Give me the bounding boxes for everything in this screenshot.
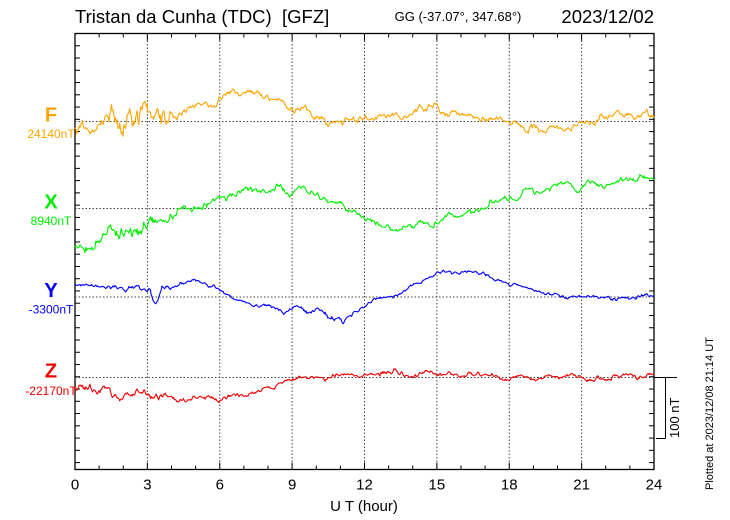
svg-text:9: 9 xyxy=(288,477,296,494)
svg-text:24: 24 xyxy=(646,477,663,494)
svg-text:Y: Y xyxy=(44,280,58,302)
svg-text:21: 21 xyxy=(573,477,590,494)
svg-text:U T (hour): U T (hour) xyxy=(330,498,398,515)
svg-text:-3300nT: -3300nT xyxy=(29,303,74,317)
svg-text:3: 3 xyxy=(143,477,151,494)
svg-text:Z: Z xyxy=(45,361,57,383)
svg-text:100 nT: 100 nT xyxy=(667,397,682,438)
svg-text:15: 15 xyxy=(429,477,446,494)
svg-text:12: 12 xyxy=(356,477,373,494)
svg-text:0: 0 xyxy=(71,477,79,494)
svg-text:Tristan da Cunha (TDC) [GFZ]: Tristan da Cunha (TDC) [GFZ] xyxy=(75,6,329,27)
svg-text:24140nT: 24140nT xyxy=(27,127,75,141)
svg-text:6: 6 xyxy=(216,477,224,494)
svg-text:8940nT: 8940nT xyxy=(31,214,72,228)
svg-text:-22170nT: -22170nT xyxy=(25,384,77,398)
svg-text:F: F xyxy=(45,105,57,127)
svg-text:X: X xyxy=(44,192,58,214)
svg-text:2023/12/02: 2023/12/02 xyxy=(561,6,654,27)
svg-text:GG (-37.07°, 347.68°): GG (-37.07°, 347.68°) xyxy=(395,9,522,24)
svg-text:18: 18 xyxy=(501,477,518,494)
svg-text:Plotted at 2023/12/08 21:14 UT: Plotted at 2023/12/08 21:14 UT xyxy=(704,337,716,490)
